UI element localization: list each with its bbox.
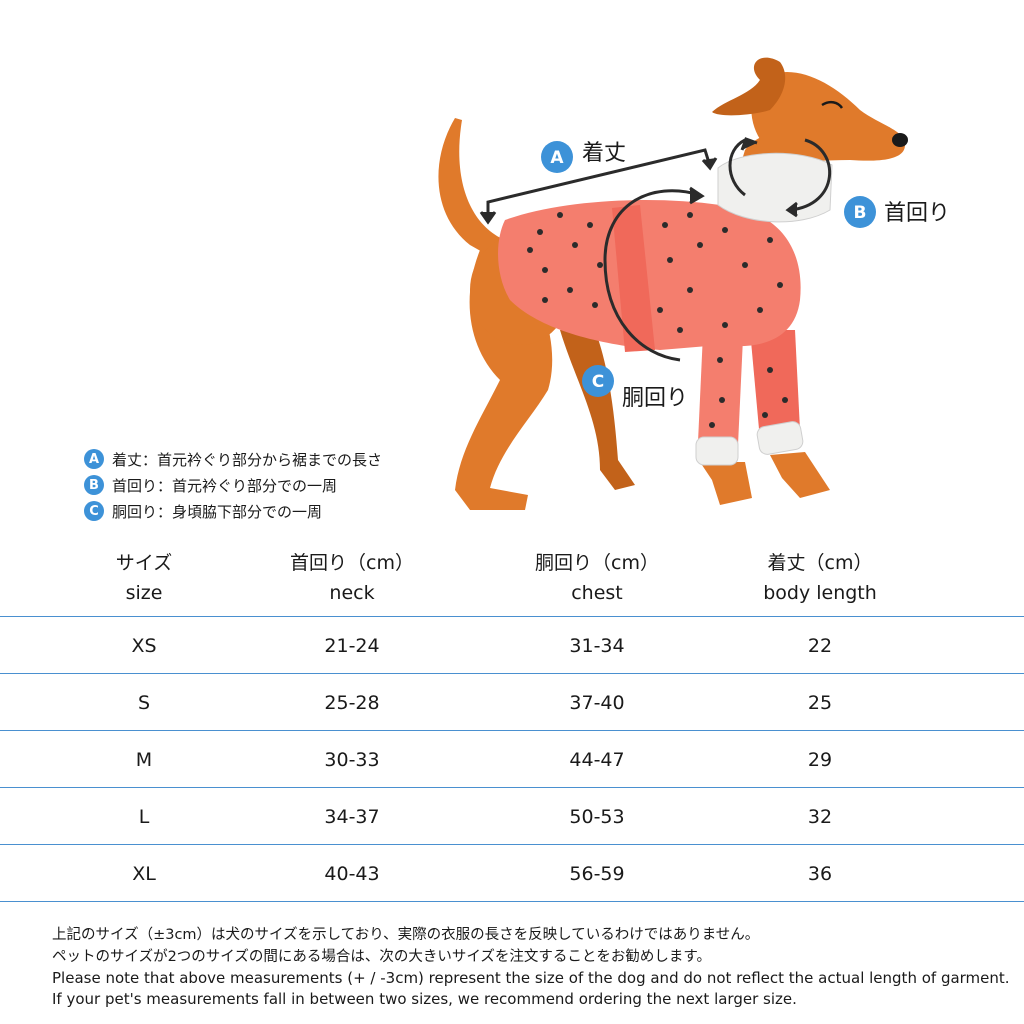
dog-eye (821, 100, 844, 109)
note-jp-2: ペットのサイズが2つのサイズの間にある場合は、次の大きいサイズを注文することをお… (52, 949, 711, 965)
sleeve-cuff-near (695, 436, 739, 466)
note-jp-1: 上記のサイズ（±3cm）は犬のサイズを示しており、実際の衣服の長さを反映している… (52, 927, 760, 943)
legend-item-b: B 首回り：首元衿ぐり部分での一周 (84, 472, 382, 498)
cell-size: S (137, 692, 151, 714)
table-row: L 34-37 50-53 32 (0, 787, 1024, 844)
cell-neck: 30-33 (324, 749, 380, 771)
size-table-body: XS 21-24 31-34 22 S 25-28 37-40 25 M 30-… (0, 616, 1024, 902)
arrow-a-body-length (479, 148, 718, 225)
svg-text:A: A (550, 148, 564, 168)
dog-back-leg-far (560, 330, 635, 490)
cell-body-length: 36 (807, 863, 833, 885)
cell-chest: 44-47 (569, 749, 625, 771)
legend-item-c: C 胴回り：身頃脇下部分での一周 (84, 498, 382, 524)
chest-band (612, 205, 655, 352)
dog-measurement-illustration: A 着丈 B 首回り C 胴回り (438, 57, 950, 510)
header-en: size (125, 582, 163, 604)
badge-b: B (844, 196, 876, 228)
dog-shirt-body (498, 200, 801, 350)
legend-text: 胴回り：身頃脇下部分での一周 (112, 502, 323, 521)
table-row: XL 40-43 56-59 36 (0, 844, 1024, 902)
cell-size: M (135, 749, 153, 771)
arrow-c-chest (603, 186, 705, 362)
cell-size: XL (132, 863, 156, 885)
cell-body-length: 22 (807, 635, 833, 657)
cell-chest: 56-59 (569, 863, 625, 885)
badge-a: A (541, 141, 573, 173)
cell-body-length: 25 (807, 692, 833, 714)
legend-text: 首回り：首元衿ぐり部分での一周 (112, 476, 338, 495)
svg-text:C: C (592, 372, 604, 392)
label-b: 首回り (884, 201, 950, 226)
size-table-header: サイズ size 首回り（cm） neck 胴回り（cm） chest 着丈（c… (0, 548, 1024, 616)
dog-tail (438, 118, 505, 262)
badge-c: C (582, 365, 614, 397)
cell-chest: 50-53 (569, 806, 625, 828)
shirt-polka-dots (527, 212, 788, 428)
measurement-legend: A 着丈：首元衿ぐり部分から裾までの長さ B 首回り：首元衿ぐり部分での一周 C… (84, 446, 382, 524)
cell-chest: 37-40 (569, 692, 625, 714)
cell-body-length: 32 (807, 806, 833, 828)
dog-nose (892, 133, 908, 147)
header-body-length: 着丈（cm） body length (700, 548, 940, 608)
svg-text:B: B (854, 203, 867, 223)
cell-size: L (138, 806, 150, 828)
header-jp: 首回り（cm） (290, 552, 414, 574)
dog-front-leg-far (750, 330, 800, 440)
legend-badge: C (84, 501, 104, 521)
table-row: M 30-33 44-47 29 (0, 730, 1024, 787)
size-notes: 上記のサイズ（±3cm）は犬のサイズを示しており、実際の衣服の長さを反映している… (52, 924, 1012, 1010)
legend-text: 着丈：首元衿ぐり部分から裾までの長さ (112, 450, 383, 469)
cell-neck: 40-43 (324, 863, 380, 885)
dog-paw-far (770, 452, 830, 498)
cell-neck: 21-24 (324, 635, 380, 657)
header-size: サイズ size (24, 548, 264, 608)
dog-ear (712, 57, 786, 116)
header-neck: 首回り（cm） neck (232, 548, 472, 608)
arrow-b-neck (728, 137, 831, 218)
cell-neck: 34-37 (324, 806, 380, 828)
header-chest: 胴回り（cm） chest (477, 548, 717, 608)
header-en: neck (329, 582, 375, 604)
legend-item-a: A 着丈：首元衿ぐり部分から裾までの長さ (84, 446, 382, 472)
header-jp: 着丈（cm） (767, 552, 873, 574)
header-en: chest (571, 582, 623, 604)
sleeve-cuff-far (756, 421, 804, 455)
table-row: XS 21-24 31-34 22 (0, 616, 1024, 673)
label-c: 胴回り (622, 386, 688, 411)
turtleneck-collar (717, 152, 833, 223)
note-en: Please note that above measurements (+ /… (52, 969, 1010, 1008)
legend-badge: B (84, 475, 104, 495)
label-a: 着丈 (582, 141, 626, 166)
header-jp: サイズ (115, 552, 173, 574)
cell-neck: 25-28 (324, 692, 380, 714)
dog-paw-near (700, 462, 752, 505)
header-jp: 胴回り（cm） (535, 552, 659, 574)
dog-head (751, 71, 905, 161)
cell-body-length: 29 (807, 749, 833, 771)
legend-badge: A (84, 449, 104, 469)
cell-chest: 31-34 (569, 635, 625, 657)
header-en: body length (763, 582, 877, 604)
table-row: S 25-28 37-40 25 (0, 673, 1024, 730)
cell-size: XS (131, 635, 157, 657)
